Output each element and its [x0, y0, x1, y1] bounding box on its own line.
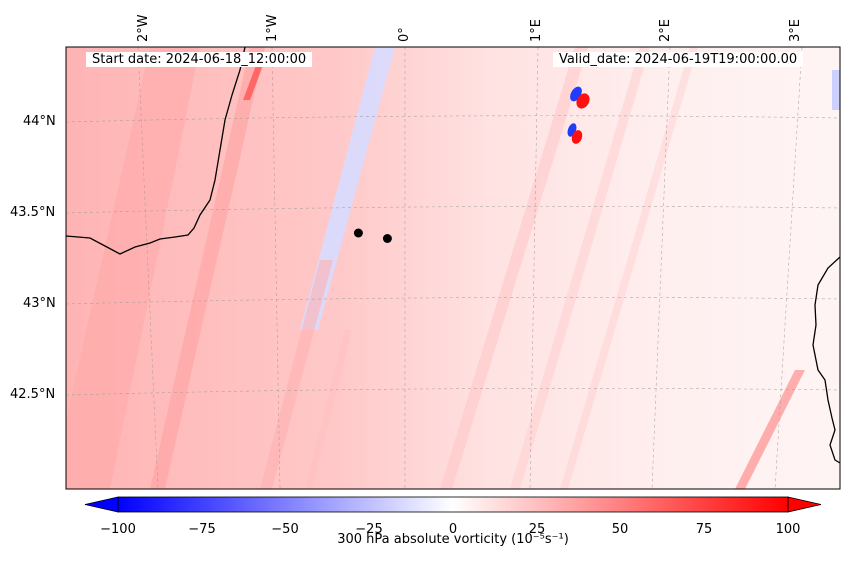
lon-label-0: 0°	[397, 27, 412, 42]
vortex-positive	[576, 93, 590, 109]
colorbar-tick: −100	[100, 522, 136, 537]
station-marker-1	[353, 228, 363, 238]
colorbar-tick: −25	[355, 522, 383, 537]
colorbar-tick: 25	[528, 522, 546, 537]
colorbar-title: 300 hPa absolute vorticity (10⁻⁵s⁻¹)	[337, 532, 569, 547]
lat-label-44n: 44°N	[23, 114, 56, 129]
graticule	[66, 47, 840, 489]
lon-label-3e: 3°E	[788, 19, 803, 42]
colorbar-gradient	[118, 497, 788, 512]
coastline-east	[812, 256, 840, 464]
vorticity-streak	[243, 60, 265, 100]
lon-label-1w: 1°W	[265, 14, 280, 42]
vorticity-streak	[510, 47, 650, 489]
colorbar-tick: 75	[695, 522, 713, 537]
vorticity-streak	[305, 330, 352, 489]
vorticity-streak	[735, 370, 805, 489]
lat-label-43n: 43°N	[23, 296, 56, 311]
colorbar-extend-low	[84, 496, 119, 513]
colorbar-tick: 50	[611, 522, 629, 537]
map-frame	[65, 46, 841, 490]
colorbar-tick: −50	[271, 522, 299, 537]
vorticity-streak	[260, 260, 333, 489]
negative-vorticity-band	[832, 70, 840, 110]
lat-label-43-5n: 43.5°N	[10, 205, 56, 220]
lon-label-2e: 2°E	[658, 19, 673, 42]
vorticity-field	[66, 47, 840, 489]
vorticity-streak	[66, 47, 200, 489]
vorticity-background	[66, 47, 840, 489]
colorbar-tick: 100	[775, 522, 801, 537]
vorticity-streak	[440, 47, 588, 489]
colorbar-outline	[117, 496, 789, 513]
negative-vorticity-band	[300, 47, 395, 330]
colorbar	[84, 496, 822, 513]
colorbar-extend-high	[787, 496, 822, 513]
marker-layer	[353, 228, 392, 243]
lon-label-1e: 1°E	[529, 19, 544, 42]
valid-date-label: Valid_date: 2024-06-19T19:00:00.00	[553, 52, 804, 67]
lon-label-2w: 2°W	[136, 14, 151, 42]
vorticity-streak	[150, 47, 265, 489]
vorticity-streak	[560, 47, 698, 489]
colorbar-tick: 0	[448, 522, 458, 537]
coastline-west	[66, 47, 246, 255]
vortex-positive	[571, 130, 583, 144]
start-date-label: Start date: 2024-06-18_12:00:00	[86, 52, 313, 67]
station-marker-2	[382, 234, 392, 243]
colorbar-tick: −75	[188, 522, 216, 537]
lat-label-42-5n: 42.5°N	[10, 387, 56, 402]
